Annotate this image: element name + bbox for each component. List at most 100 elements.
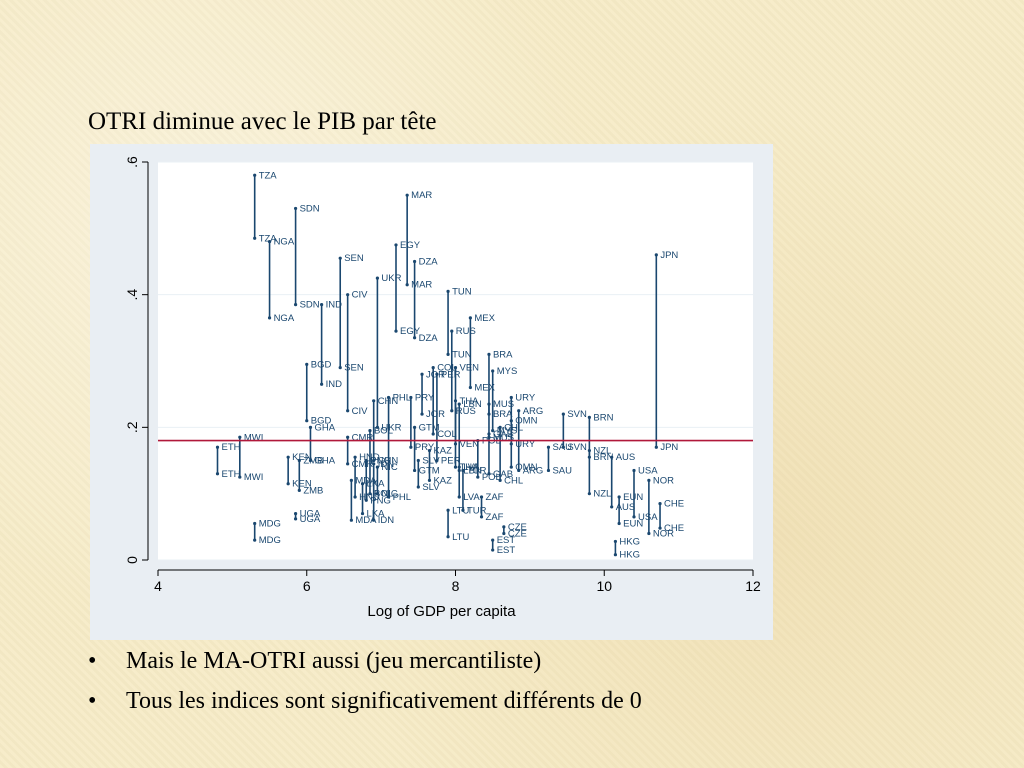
data-point xyxy=(215,472,220,476)
data-label: USA xyxy=(638,465,658,476)
data-label: GAB xyxy=(493,429,513,440)
data-label: NZL xyxy=(593,489,611,500)
data-label: BRA xyxy=(493,409,513,420)
data-label: NZL xyxy=(593,446,611,457)
data-point xyxy=(253,236,257,240)
data-label: MEX xyxy=(474,313,495,324)
data-point xyxy=(453,399,458,403)
data-point xyxy=(238,475,242,479)
data-label: JPN xyxy=(660,250,678,261)
data-point xyxy=(286,455,290,459)
data-point xyxy=(368,492,372,496)
data-point xyxy=(457,468,461,473)
data-label: GHA xyxy=(314,456,335,467)
data-label: SLV xyxy=(422,482,440,493)
data-label: BGD xyxy=(311,359,332,370)
data-point xyxy=(360,511,365,516)
data-point xyxy=(446,352,450,356)
data-label: MWI xyxy=(244,432,264,443)
data-point xyxy=(308,458,313,463)
bullet-item: • Tous les indices sont significativemen… xyxy=(88,686,642,726)
data-point xyxy=(346,462,350,466)
data-label: VEN xyxy=(460,363,480,374)
data-label: CHL xyxy=(504,475,523,486)
data-point xyxy=(293,511,298,516)
data-label: LVA xyxy=(463,462,480,473)
data-point xyxy=(587,448,591,453)
y-tick-label: .6 xyxy=(124,156,140,168)
data-label: COL xyxy=(437,363,457,374)
data-label: TZA xyxy=(259,170,278,181)
data-label: KEN xyxy=(292,479,312,490)
data-point xyxy=(346,293,350,297)
data-label: SDN xyxy=(300,300,320,311)
data-label: EGY xyxy=(400,326,421,337)
data-label: RUS xyxy=(456,326,476,337)
data-label: EUN xyxy=(623,519,643,530)
data-label: ARG xyxy=(523,406,544,417)
data-label: EST xyxy=(497,545,516,556)
data-label: AUS xyxy=(616,452,636,463)
data-label: MDG xyxy=(259,535,281,546)
data-label: BOL xyxy=(374,426,393,437)
data-label: TZA xyxy=(259,233,278,244)
slide-title: OTRI diminue avec le PIB par tête xyxy=(88,108,437,135)
data-label: SLV xyxy=(422,456,440,467)
data-point xyxy=(353,495,357,499)
data-point xyxy=(386,395,391,400)
data-point xyxy=(461,468,465,473)
data-point xyxy=(546,468,551,473)
data-point xyxy=(267,240,272,244)
data-label: THA xyxy=(460,462,480,473)
y-tick-label: .4 xyxy=(124,289,140,301)
data-point xyxy=(215,445,220,449)
data-label: UGA xyxy=(300,514,321,525)
x-axis-label: Log of GDP per capita xyxy=(367,603,516,620)
data-label: JOR xyxy=(426,409,445,420)
data-label: LKA xyxy=(367,479,386,490)
data-label: PRY xyxy=(415,392,435,403)
chart-container: 0 .2 .4 .6 4 6 8 10 12 Log of GDP per capita TZA TZ… xyxy=(90,144,773,640)
x-tick-label: 10 xyxy=(596,578,612,594)
data-point xyxy=(386,495,391,499)
data-label: UKR xyxy=(381,273,401,284)
scatter-chart: 0 .2 .4 .6 4 6 8 10 12 Log of GDP per capita TZA TZ… xyxy=(124,156,761,620)
data-label: MEX xyxy=(474,383,495,394)
data-label: GTM xyxy=(419,465,440,476)
data-label: ARG xyxy=(523,465,544,476)
bullet-text: Tous les indices sont significativement … xyxy=(126,688,642,714)
data-point xyxy=(613,553,618,557)
data-label: BRA xyxy=(493,349,513,360)
data-label: IDN xyxy=(378,515,395,526)
data-point xyxy=(647,478,651,482)
data-label: CMR xyxy=(352,432,374,443)
data-point xyxy=(491,429,495,433)
data-label: IND xyxy=(326,300,343,311)
data-point xyxy=(405,193,409,197)
data-label: LTU xyxy=(452,505,469,516)
data-label: CIV xyxy=(352,290,369,301)
data-label: JPN xyxy=(660,442,678,453)
data-point xyxy=(405,283,409,287)
data-label: CZE xyxy=(508,528,527,539)
data-point xyxy=(420,412,424,416)
data-point xyxy=(305,419,309,423)
data-point xyxy=(409,395,413,400)
data-point xyxy=(375,465,380,469)
data-label: HND xyxy=(359,452,380,463)
data-point xyxy=(409,445,413,449)
data-point xyxy=(372,518,376,522)
data-label: BOL xyxy=(374,489,393,500)
data-point xyxy=(487,402,491,406)
data-label: NGA xyxy=(274,237,295,248)
data-label: VEN xyxy=(460,439,480,450)
data-label: AUS xyxy=(616,502,636,513)
data-label: LBN xyxy=(463,399,482,410)
data-label: MWI xyxy=(244,472,264,483)
data-label: PNG xyxy=(370,456,391,467)
data-label: LVA xyxy=(463,492,480,503)
data-label: DZA xyxy=(419,333,439,344)
data-label: PHL xyxy=(393,492,411,503)
data-point xyxy=(450,329,454,333)
data-point xyxy=(253,521,257,526)
